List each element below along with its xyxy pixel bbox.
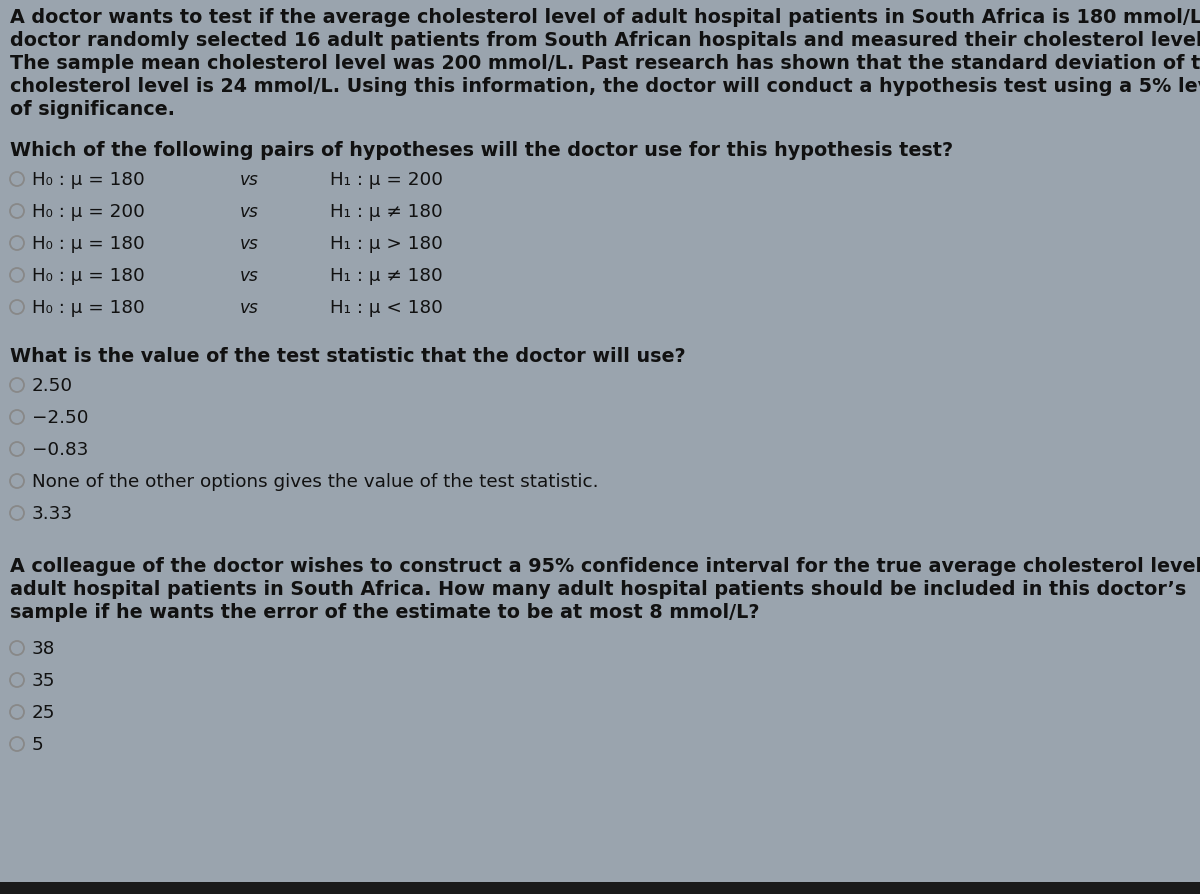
- Text: H₀ : μ = 180: H₀ : μ = 180: [32, 299, 145, 317]
- Text: −0.83: −0.83: [32, 441, 89, 459]
- Text: The sample mean cholesterol level was 200 mmol/L. Past research has shown that t: The sample mean cholesterol level was 20…: [10, 54, 1200, 73]
- Text: H₁ : μ ≠ 180: H₁ : μ ≠ 180: [330, 203, 443, 221]
- Text: H₁ : μ > 180: H₁ : μ > 180: [330, 235, 443, 253]
- Text: vs: vs: [240, 299, 259, 317]
- Text: What is the value of the test statistic that the doctor will use?: What is the value of the test statistic …: [10, 347, 685, 366]
- Text: −2.50: −2.50: [32, 409, 89, 427]
- Text: H₁ : μ < 180: H₁ : μ < 180: [330, 299, 443, 317]
- Bar: [0, 882, 1200, 894]
- Text: A doctor wants to test if the average cholesterol level of adult hospital patien: A doctor wants to test if the average ch…: [10, 8, 1200, 27]
- Text: A colleague of the doctor wishes to construct a 95% confidence interval for the : A colleague of the doctor wishes to cons…: [10, 557, 1200, 576]
- Text: vs: vs: [240, 267, 259, 285]
- Text: 35: 35: [32, 672, 55, 690]
- Text: 3.33: 3.33: [32, 505, 73, 523]
- Text: doctor randomly selected 16 adult patients from South African hospitals and meas: doctor randomly selected 16 adult patien…: [10, 31, 1200, 50]
- Text: vs: vs: [240, 235, 259, 253]
- Text: None of the other options gives the value of the test statistic.: None of the other options gives the valu…: [32, 473, 599, 491]
- Text: cholesterol level is 24 mmol/L. Using this information, the doctor will conduct : cholesterol level is 24 mmol/L. Using th…: [10, 77, 1200, 96]
- Text: 25: 25: [32, 704, 55, 722]
- Text: adult hospital patients in South Africa. How many adult hospital patients should: adult hospital patients in South Africa.…: [10, 580, 1187, 599]
- Text: Which of the following pairs of hypotheses will the doctor use for this hypothes: Which of the following pairs of hypothes…: [10, 141, 953, 160]
- Text: H₀ : μ = 180: H₀ : μ = 180: [32, 235, 145, 253]
- Text: 38: 38: [32, 640, 55, 658]
- Text: H₀ : μ = 180: H₀ : μ = 180: [32, 267, 145, 285]
- Text: H₁ : μ = 200: H₁ : μ = 200: [330, 171, 443, 189]
- Text: 2.50: 2.50: [32, 377, 73, 395]
- Text: H₁ : μ ≠ 180: H₁ : μ ≠ 180: [330, 267, 443, 285]
- Text: H₀ : μ = 200: H₀ : μ = 200: [32, 203, 145, 221]
- Text: of significance.: of significance.: [10, 100, 175, 119]
- Text: sample if he wants the error of the estimate to be at most 8 mmol/L?: sample if he wants the error of the esti…: [10, 603, 760, 622]
- Text: 5: 5: [32, 736, 43, 754]
- Text: vs: vs: [240, 171, 259, 189]
- Text: vs: vs: [240, 203, 259, 221]
- Text: H₀ : μ = 180: H₀ : μ = 180: [32, 171, 145, 189]
